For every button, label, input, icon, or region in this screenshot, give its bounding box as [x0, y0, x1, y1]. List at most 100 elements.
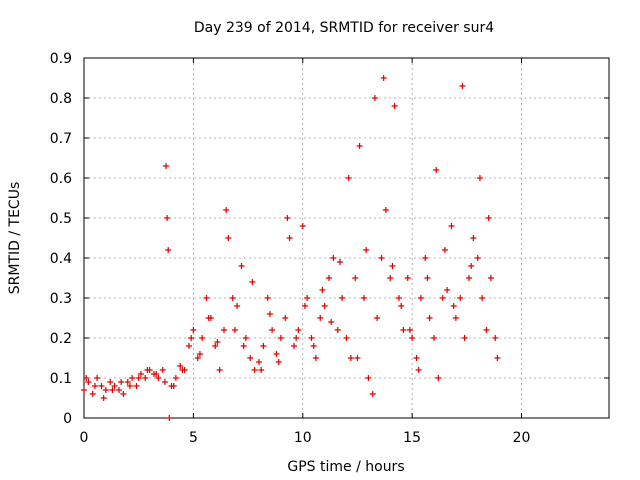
data-point: [382, 207, 389, 213]
data-point: [186, 343, 192, 349]
data-point: [492, 335, 499, 341]
data-point: [214, 339, 221, 345]
data-point: [260, 343, 267, 349]
data-point: [374, 315, 381, 321]
data-point: [258, 367, 265, 373]
data-point: [229, 295, 236, 301]
data-point: [330, 255, 337, 261]
data-point: [378, 255, 385, 261]
data-point: [409, 335, 416, 341]
data-point: [391, 103, 398, 109]
data-point: [284, 215, 291, 221]
data-point: [242, 335, 249, 341]
data-point: [225, 235, 232, 241]
data-point: [273, 351, 280, 357]
data-point: [347, 355, 354, 361]
data-point: [487, 275, 494, 281]
plot-frame: [83, 57, 610, 419]
data-point: [205, 315, 212, 321]
data-point: [231, 327, 238, 333]
data-point: [129, 375, 136, 381]
data-point: [426, 315, 433, 321]
data-point: [256, 359, 262, 365]
data-point: [371, 95, 378, 101]
data-point: [317, 315, 324, 321]
data-point: [369, 391, 376, 397]
data-point: [343, 335, 350, 341]
data-point: [328, 319, 335, 325]
data-point: [352, 275, 359, 281]
data-point: [196, 351, 203, 357]
data-point: [94, 375, 101, 381]
x-tick-label: 5: [189, 430, 198, 446]
data-point: [326, 275, 332, 281]
data-point: [459, 83, 466, 89]
data-point: [304, 295, 311, 301]
data-point: [153, 371, 160, 377]
data-point: [400, 327, 407, 333]
data-point: [389, 263, 396, 269]
chart-title: Day 239 of 2014, SRMTID for receiver sur…: [194, 20, 494, 36]
data-point: [269, 327, 276, 333]
data-point: [85, 379, 92, 385]
data-point: [336, 259, 343, 265]
data-point: [476, 175, 483, 181]
data-point: [319, 287, 326, 293]
data-point: [234, 303, 241, 309]
data-point: [165, 247, 172, 253]
data-point: [321, 303, 328, 309]
data-point: [398, 303, 405, 309]
data-point: [293, 335, 300, 341]
data-point: [474, 255, 481, 261]
data-point: [118, 379, 125, 385]
y-tick-label: 0.9: [50, 51, 72, 67]
data-point: [251, 367, 258, 373]
data-point: [133, 383, 140, 389]
data-point: [137, 371, 144, 377]
data-point: [111, 383, 118, 389]
y-axis-label: SRMTID / TECUs: [7, 182, 23, 295]
data-point: [441, 247, 448, 253]
data-point: [415, 367, 422, 373]
data-point: [468, 263, 475, 269]
data-point: [164, 215, 171, 221]
data-point: [345, 175, 352, 181]
data-point: [470, 235, 477, 241]
data-point: [247, 355, 254, 361]
data-point: [223, 207, 230, 213]
y-tick-label: 0.3: [50, 291, 72, 307]
x-tick-label: 10: [294, 430, 312, 446]
data-point: [238, 263, 245, 269]
data-point: [483, 327, 490, 333]
data-point: [466, 275, 472, 281]
data-point: [448, 223, 455, 229]
data-point: [126, 383, 133, 389]
data-point: [199, 335, 206, 341]
data-point: [310, 343, 317, 349]
x-tick-label: 20: [513, 430, 531, 446]
y-tick-label: 0.1: [50, 371, 72, 387]
data-point: [339, 295, 346, 301]
data-point: [89, 391, 96, 397]
data-point: [100, 395, 107, 401]
data-point: [188, 335, 195, 341]
axis-ticks: [83, 57, 609, 419]
data-point: [433, 167, 440, 173]
data-point: [194, 355, 201, 361]
data-point: [81, 387, 87, 393]
data-point: [91, 383, 98, 389]
data-point: [116, 387, 122, 393]
data-point: [212, 343, 219, 349]
data-point: [277, 335, 284, 341]
data-point: [439, 295, 446, 301]
data-point: [161, 379, 168, 385]
data-point: [107, 379, 114, 385]
data-point: [444, 287, 451, 293]
data-point: [295, 327, 302, 333]
data-point: [266, 311, 273, 317]
data-point: [406, 327, 413, 333]
data-point: [461, 335, 468, 341]
data-point: [216, 367, 223, 373]
data-point: [286, 235, 293, 241]
